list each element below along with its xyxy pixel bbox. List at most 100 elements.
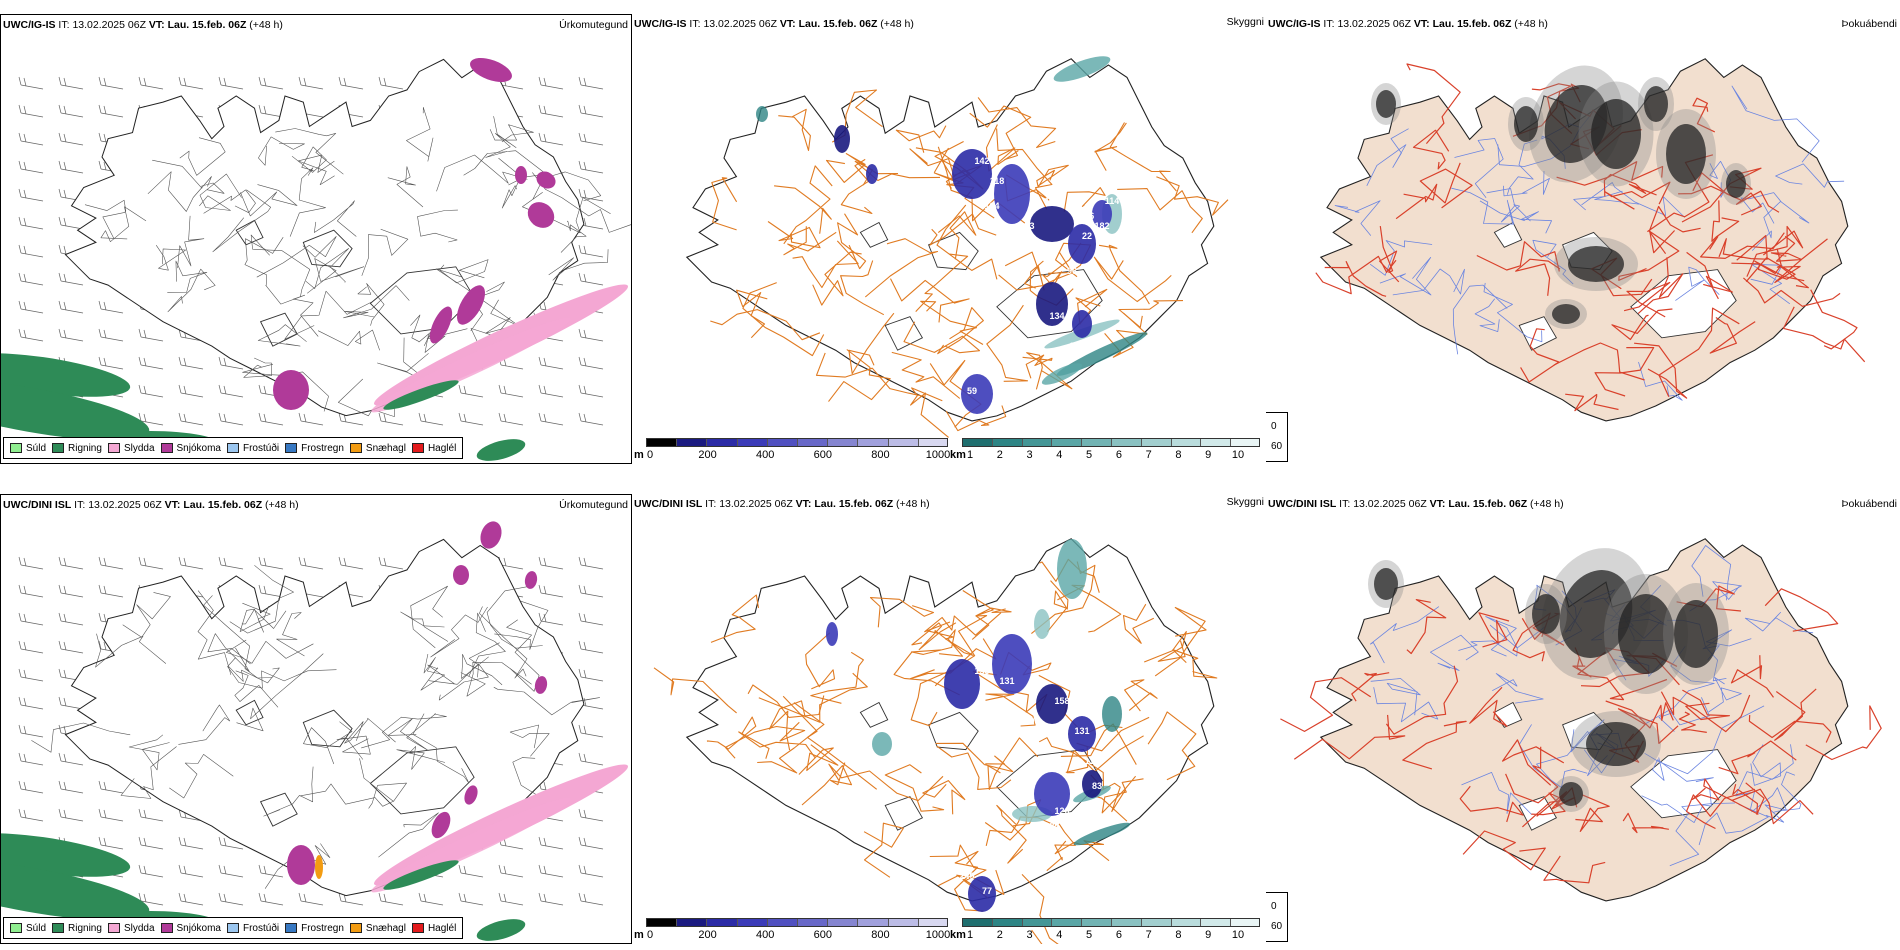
low-ceiling-area — [994, 164, 1030, 224]
road-line — [929, 213, 997, 246]
wind-barb — [538, 356, 564, 370]
fog-index-area — [1554, 237, 1638, 291]
wind-barb — [578, 132, 604, 146]
road-line — [396, 746, 446, 770]
road-line — [911, 622, 957, 651]
vt-value: Lau. 15.feb. 06Z — [167, 19, 247, 31]
road-line — [1419, 162, 1473, 209]
wind-barb — [578, 612, 604, 626]
cloud-legend-high-label: 60 — [1271, 921, 1283, 932]
road-line — [1634, 342, 1688, 399]
cloud-legend: 0 60 — [1266, 892, 1288, 942]
river-line — [1485, 616, 1547, 657]
wind-barb — [58, 76, 84, 90]
road-line — [359, 758, 407, 809]
road-line — [1109, 122, 1177, 192]
wind-barb — [578, 244, 604, 258]
fog-index-area — [1638, 77, 1674, 131]
road-line — [1543, 855, 1606, 884]
snow-area — [470, 57, 512, 83]
road-line — [1731, 788, 1814, 825]
ceiling-value-label: 135 — [1044, 821, 1059, 831]
road-line — [203, 595, 273, 679]
road-line — [1026, 352, 1073, 390]
road-line — [1617, 708, 1679, 744]
road-line — [387, 713, 436, 751]
colorbar-segment — [857, 438, 888, 447]
low-ceiling-area — [1082, 770, 1102, 798]
glacier-outline — [235, 219, 264, 246]
road-line — [357, 283, 385, 326]
road-line — [977, 97, 1057, 149]
snow-area — [534, 676, 548, 694]
wind-barb — [498, 412, 524, 426]
road-line — [1478, 612, 1510, 648]
panel-header: UWC/IG-IS IT: 13.02.2025 06Z VT: Lau. 15… — [3, 19, 283, 31]
low-visibility-area — [1041, 363, 1083, 385]
wind-barb — [18, 300, 44, 314]
road-line — [937, 869, 1005, 895]
road-line — [962, 590, 1012, 617]
panel-header: UWC/DINI ISL IT: 13.02.2025 06Z VT: Lau.… — [1268, 498, 1564, 510]
glacier-outline — [1518, 316, 1558, 351]
road-line — [489, 124, 534, 143]
road-line — [239, 605, 287, 632]
wind-barb — [138, 384, 164, 398]
panel-header: UWC/DINI ISL IT: 13.02.2025 06Z VT: Lau.… — [3, 499, 299, 511]
river-line — [1772, 771, 1802, 813]
rain-area — [1, 859, 150, 921]
road-line — [289, 167, 326, 237]
road-line — [263, 766, 314, 817]
ceiling-value-label: 180 — [1044, 196, 1059, 206]
vt-label: VT: — [779, 18, 796, 30]
ceiling-value-label: 276 — [1069, 341, 1084, 351]
rain-area — [383, 380, 459, 410]
colorbar-segment — [1230, 438, 1260, 447]
colorbar-tick-label: 10 — [1231, 929, 1245, 941]
road-line — [1658, 307, 1740, 398]
wind-barb — [578, 864, 604, 878]
wind-barb — [218, 836, 244, 850]
road-line — [929, 359, 982, 428]
road-line — [933, 172, 995, 219]
ceiling-value-label: 114 — [1105, 196, 1120, 206]
ceiling-value-label: 155 — [974, 666, 989, 676]
road-line — [910, 387, 949, 438]
road-line — [1810, 289, 1858, 350]
colorbar-tick-label: 10 — [1231, 449, 1245, 461]
road-line — [884, 764, 945, 812]
road-line — [935, 742, 1014, 773]
wind-barb — [18, 132, 44, 146]
wind-barb — [98, 584, 124, 598]
legend-swatch — [285, 923, 298, 933]
snow-area — [524, 571, 538, 589]
road-line — [155, 245, 186, 271]
vt-label: VT: — [795, 498, 812, 510]
legend-swatch — [52, 923, 65, 933]
road-line — [653, 667, 737, 714]
road-line — [903, 321, 981, 354]
wind-barb — [98, 780, 124, 794]
road-line — [706, 716, 757, 750]
colorbar-segment — [1051, 918, 1082, 927]
road-line — [307, 258, 365, 294]
colorbar-tick-label: 6 — [1115, 929, 1122, 941]
low-ceiling-area — [1030, 206, 1074, 242]
low-ceiling-area — [1072, 310, 1092, 338]
wind-barb — [538, 132, 564, 146]
road-line — [1351, 672, 1390, 702]
road-line — [291, 146, 327, 173]
ceiling-value-label: 131 — [1074, 726, 1089, 736]
road-line — [937, 211, 977, 260]
river-line — [1483, 282, 1543, 343]
it-label: IT: — [1339, 498, 1351, 510]
road-line — [485, 116, 517, 158]
colorbar-segment — [1021, 918, 1052, 927]
wind-barb — [18, 328, 44, 342]
rain-area — [476, 439, 526, 461]
wind-barb — [18, 76, 44, 90]
colorbar-tick-label: 2 — [996, 929, 1003, 941]
road-line — [336, 735, 371, 760]
panel-header: UWC/IG-IS IT: 13.02.2025 06Z VT: Lau. 15… — [1268, 18, 1548, 30]
road-line — [805, 632, 836, 690]
